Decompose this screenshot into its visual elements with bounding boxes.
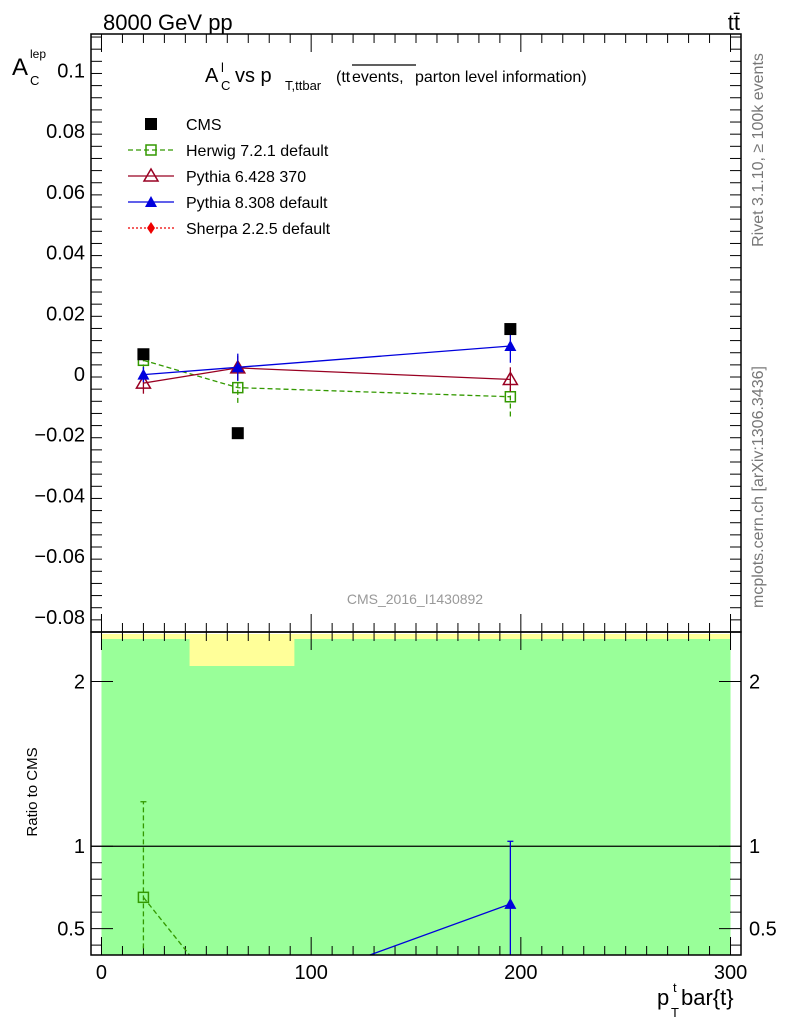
legend: CMS Herwig 7.2.1 default Pythia 6.428 370 P… — [128, 117, 331, 238]
ratio-y-tick-label: 1 — [74, 836, 85, 858]
data-point-herwig — [232, 381, 244, 394]
rivet-label: Rivet 3.1.10, ≥ 100k events — [750, 53, 767, 247]
data-point-pythia6 — [135, 374, 152, 389]
analysis-watermark: CMS_2016_I1430892 — [347, 591, 483, 607]
title-overline: events, — [352, 69, 404, 86]
legend-marker-herwig — [145, 144, 157, 156]
legend-label-pythia6: Pythia 6.428 370 — [186, 169, 306, 186]
y-tick-label: 0.02 — [46, 303, 85, 325]
data-point-pythia8 — [137, 368, 150, 380]
y-title-base: A — [12, 54, 28, 81]
data-point-herwig — [504, 390, 517, 403]
legend-marker-sherpa — [147, 222, 155, 234]
header-process-label: tt̄ — [728, 10, 740, 35]
ratio-y-tick-label: 2 — [74, 671, 85, 693]
title-a-sup: l — [221, 60, 224, 75]
x-tick-label: 100 — [294, 962, 327, 984]
title-paren: (tt — [336, 69, 351, 86]
x-tick-label: 200 — [504, 962, 537, 984]
y-tick-label: −0.06 — [34, 546, 85, 568]
series-line-pythia8 — [143, 345, 511, 376]
ratio-y-tick-label-right: 1 — [749, 836, 760, 858]
ratio-bands — [101, 634, 731, 955]
y-tick-label: 0.1 — [57, 60, 85, 82]
data-point-cms — [137, 348, 150, 361]
header-energy-label: 8000 GeV pp — [103, 10, 233, 35]
main-series — [135, 323, 519, 440]
y-tick-label: 0 — [74, 364, 85, 386]
ratio-series — [137, 801, 517, 956]
x-tick-label: 300 — [714, 962, 747, 984]
y-tick-label: 0.06 — [46, 182, 85, 204]
title-a-sub: C — [221, 78, 230, 93]
x-title-rest: bar{t} — [681, 985, 734, 1010]
legend-marker-pythia6 — [142, 167, 160, 182]
data-point-cms — [504, 323, 517, 336]
legend-label-cms: CMS — [186, 117, 222, 134]
x-tick-label: 0 — [96, 962, 107, 984]
y-tick-label: −0.08 — [34, 607, 85, 629]
ratio-y-tick-label-right: 2 — [749, 671, 760, 693]
title-vs: vs p — [235, 65, 272, 87]
ratio-point-pythia8 — [504, 897, 517, 909]
ratio-line-herwig — [142, 896, 191, 956]
y-title-sub: C — [30, 73, 39, 88]
y-tick-label: 0.08 — [46, 121, 85, 143]
y-tick-label: 0.04 — [46, 243, 85, 265]
y-title-sup: lep — [30, 47, 46, 61]
cms-uncertainty-band-inner — [101, 639, 731, 955]
x-tick-labels: 0 100 200 300 — [96, 962, 747, 984]
title-rest: parton level information) — [415, 69, 587, 86]
x-title-sup: t — [673, 980, 677, 995]
ratio-frame — [90, 631, 742, 956]
ratio-y-tick-label-right: 0.5 — [749, 919, 777, 941]
main-y-tick-labels: −0.08 −0.06 −0.04 −0.02 0 0.02 0.04 0.06 0.08 0.1 — [34, 60, 85, 628]
ratio-y-title: Ratio to CMS — [24, 747, 41, 836]
data-point-cms — [231, 427, 244, 440]
legend-label-sherpa: Sherpa 2.2.5 default — [186, 221, 331, 238]
ratio-point-herwig — [137, 891, 150, 904]
legend-label-pythia8: Pythia 8.308 default — [186, 195, 328, 212]
mcplots-label: mcplots.cern.ch [arXiv:1306.3436] — [750, 366, 767, 608]
legend-marker-cms — [145, 118, 157, 130]
y-tick-label: −0.02 — [34, 425, 85, 447]
cms-uncertainty-band-outer-bin — [189, 634, 295, 666]
title-p-sub: T,ttbar — [285, 78, 322, 93]
plot-title: A — [205, 65, 219, 87]
x-title-p: p — [657, 985, 669, 1010]
data-point-pythia8 — [504, 340, 517, 352]
series-line-herwig — [143, 359, 511, 398]
data-point-pythia8 — [231, 361, 244, 373]
ratio-axis-ticks — [91, 632, 741, 955]
x-title-sub: T — [671, 1005, 679, 1020]
ratio-y-tick-label: 0.5 — [57, 919, 85, 941]
legend-marker-pythia8 — [145, 196, 157, 207]
data-point-pythia6 — [502, 370, 519, 386]
ratio-y-tick-labels: 0.5 0.5 1 1 2 2 — [57, 671, 777, 940]
main-axis-ticks — [91, 34, 741, 633]
ratio-line-pythia8 — [369, 903, 511, 956]
title-a: A — [205, 65, 219, 87]
y-tick-label: −0.04 — [34, 485, 85, 507]
legend-label-herwig: Herwig 7.2.1 default — [186, 143, 329, 160]
